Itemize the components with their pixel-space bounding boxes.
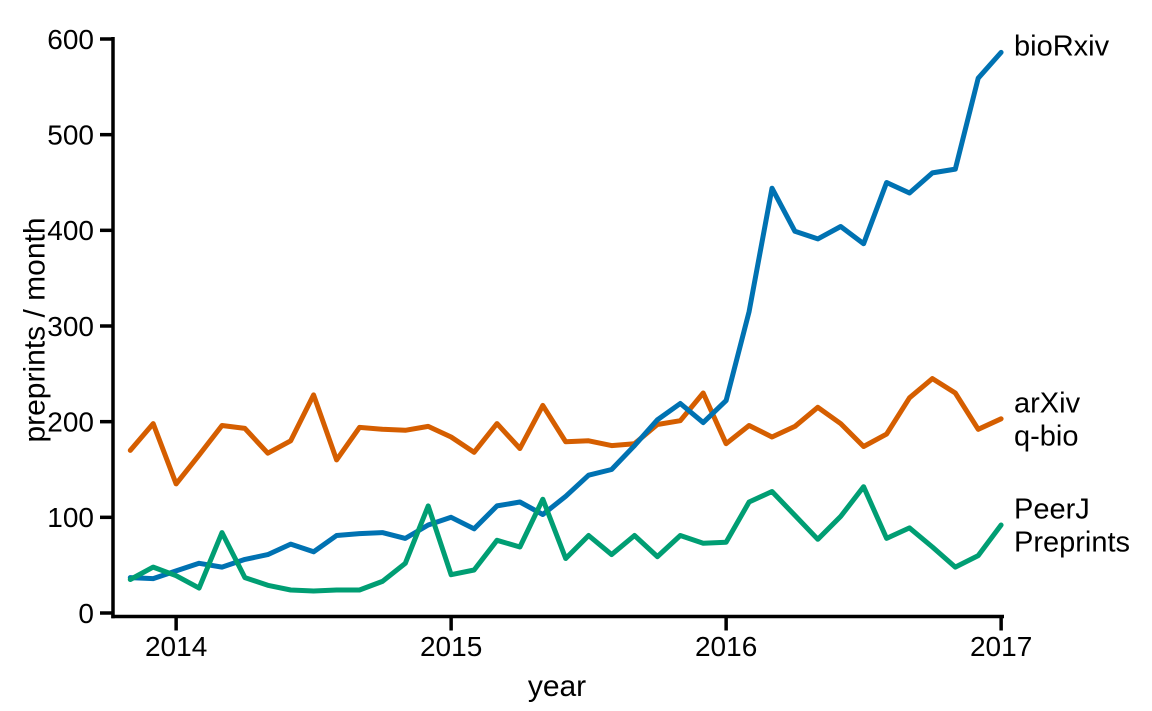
series-label-biorxiv: bioRxiv xyxy=(1014,31,1110,63)
x-tick-label: 2015 xyxy=(420,631,482,662)
series-label-arxiv-q-bio: q-bio xyxy=(1014,420,1079,452)
y-tick-label: 200 xyxy=(47,406,94,437)
line-biorxiv xyxy=(127,49,1004,582)
series-label-peerj-preprints: PeerJ xyxy=(1014,494,1090,526)
x-tick-label: 2017 xyxy=(970,631,1032,662)
y-tick-label: 600 xyxy=(47,24,94,55)
series-label-peerj-preprints: Preprints xyxy=(1014,527,1130,559)
y-axis-title: preprints / month xyxy=(19,217,52,442)
x-axis-title: year xyxy=(528,670,586,703)
y-tick-label: 100 xyxy=(47,502,94,533)
line-peerj-preprints xyxy=(127,484,1004,594)
y-tick-label: 0 xyxy=(78,598,94,629)
line-arxiv-q-bio xyxy=(127,376,1004,487)
x-tick-label: 2014 xyxy=(145,631,207,662)
y-tick-label: 500 xyxy=(47,119,94,150)
series-label-arxiv-q-bio: arXiv xyxy=(1014,387,1081,419)
x-tick-label: 2016 xyxy=(695,631,757,662)
y-tick-label: 400 xyxy=(47,215,94,246)
y-tick-label: 300 xyxy=(47,311,94,342)
